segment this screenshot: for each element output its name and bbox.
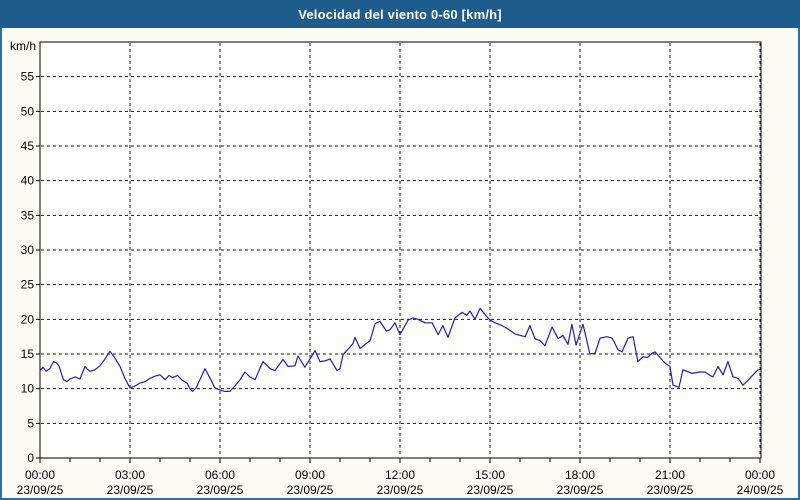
x-tick-date-label: 23/09/25 (377, 483, 424, 497)
y-tick-label: 20 (21, 312, 35, 326)
chart-title: Velocidad del viento 0-60 [km/h] (298, 6, 502, 22)
x-tick-date-label: 23/09/25 (197, 483, 244, 497)
x-tick-time-label: 12:00 (385, 468, 415, 482)
x-tick-date-label: 23/09/25 (647, 483, 694, 497)
y-tick-label: 0 (27, 451, 34, 465)
title-bar: Velocidad del viento 0-60 [km/h] (0, 0, 800, 28)
x-tick-date-label: 23/09/25 (107, 483, 154, 497)
x-tick-date-label: 23/09/25 (287, 483, 334, 497)
x-tick-date-label: 23/09/25 (467, 483, 514, 497)
y-tick-label: 30 (21, 243, 35, 257)
y-tick-label: 15 (21, 347, 35, 361)
x-tick-time-label: 15:00 (475, 468, 505, 482)
y-tick-label: 10 (21, 382, 35, 396)
y-tick-label: 55 (21, 70, 35, 84)
y-axis-unit-label: km/h (10, 39, 36, 53)
y-tick-label: 45 (21, 139, 35, 153)
x-tick-time-label: 18:00 (565, 468, 595, 482)
wind-speed-series-line (39, 307, 761, 392)
y-tick-label: 40 (21, 174, 35, 188)
y-tick-label: 50 (21, 104, 35, 118)
y-tick-label: 35 (21, 208, 35, 222)
x-tick-date-label: 23/09/25 (557, 483, 604, 497)
x-tick-date-label: 23/09/25 (17, 483, 64, 497)
x-tick-date-label: 24/09/25 (737, 483, 784, 497)
x-tick-time-label: 03:00 (115, 468, 145, 482)
x-tick-time-label: 00:00 (745, 468, 775, 482)
x-tick-time-label: 21:00 (655, 468, 685, 482)
y-tick-label: 5 (27, 416, 34, 430)
x-tick-time-label: 06:00 (205, 468, 235, 482)
x-tick-time-label: 00:00 (25, 468, 55, 482)
x-tick-time-label: 09:00 (295, 468, 325, 482)
y-tick-label: 25 (21, 278, 35, 292)
